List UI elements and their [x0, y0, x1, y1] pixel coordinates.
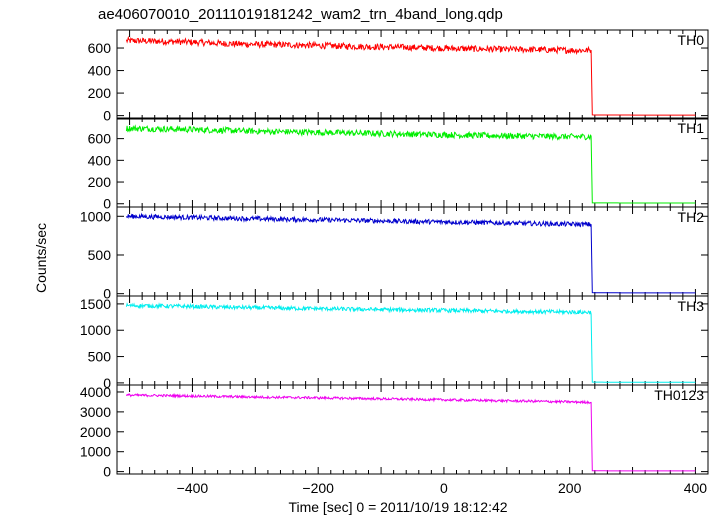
x-tick-label: 200: [558, 480, 582, 496]
y-axis-label: Counts/sec: [33, 223, 49, 293]
panel-label-th1: TH1: [678, 120, 705, 136]
y-tick-label: 1500: [80, 296, 111, 312]
x-tick-label: −400: [177, 480, 209, 496]
y-tick-label: 1000: [80, 444, 111, 460]
panel-label-th3: TH3: [678, 298, 705, 314]
series-line-th0123: [125, 392, 696, 472]
series-line-th2: [125, 212, 696, 294]
panel-label-th0: TH0: [678, 32, 705, 48]
y-tick-label: 500: [88, 349, 112, 365]
y-tick-label: 2000: [80, 424, 111, 440]
panel-th1: 0 200 400 600 TH1: [88, 117, 709, 212]
panels: 0 200 400 600 TH0 0 200 400 600 TH1 0 500 1000 TH2 0 50…: [80, 29, 709, 480]
panel-th0: 0 200 400 600 TH0: [88, 29, 709, 124]
y-tick-label: 600: [88, 131, 112, 147]
panel-label-th2: TH2: [678, 209, 705, 225]
y-tick-label: 1000: [80, 208, 111, 224]
y-tick-label: 1000: [80, 322, 111, 338]
panel-frame: [116, 206, 709, 297]
y-tick-label: 600: [88, 40, 112, 56]
y-tick-label: 0: [103, 464, 111, 480]
series-line-th0: [125, 35, 696, 116]
y-tick-label: 400: [88, 152, 112, 168]
panel-th2: 0 500 1000 TH2: [80, 206, 709, 302]
panel-th0123: 0 1000 2000 3000 4000 TH0123: [80, 384, 709, 480]
chart-title: ae406070010_20111019181242_wam2_trn_4ban…: [98, 6, 503, 23]
y-tick-label: 400: [88, 63, 112, 79]
y-tick-label: 500: [88, 247, 112, 263]
panel-frame: [116, 384, 709, 475]
panel-th3: 0 500 1000 1500 TH3: [80, 295, 709, 391]
x-tick-label: 400: [684, 480, 708, 496]
y-tick-label: 4000: [80, 384, 111, 400]
y-tick-label: 0: [103, 196, 111, 212]
panel-label-th0123: TH0123: [654, 387, 704, 403]
y-tick-label: 3000: [80, 404, 111, 420]
x-axis: −400 −200 0 200 400: [177, 480, 708, 496]
y-tick-label: 0: [103, 108, 111, 124]
x-axis-label: Time [sec] 0 = 2011/10/19 18:12:42: [288, 499, 507, 515]
series-line-th1: [125, 124, 696, 204]
y-tick-label: 200: [88, 85, 112, 101]
y-tick-label: 200: [88, 174, 112, 190]
y-tick-label: 0: [103, 286, 111, 302]
x-tick-label: 0: [440, 480, 448, 496]
panel-frame: [116, 29, 709, 120]
y-tick-label: 0: [103, 375, 111, 391]
series-line-th3: [125, 302, 696, 383]
x-tick-label: −200: [302, 480, 334, 496]
